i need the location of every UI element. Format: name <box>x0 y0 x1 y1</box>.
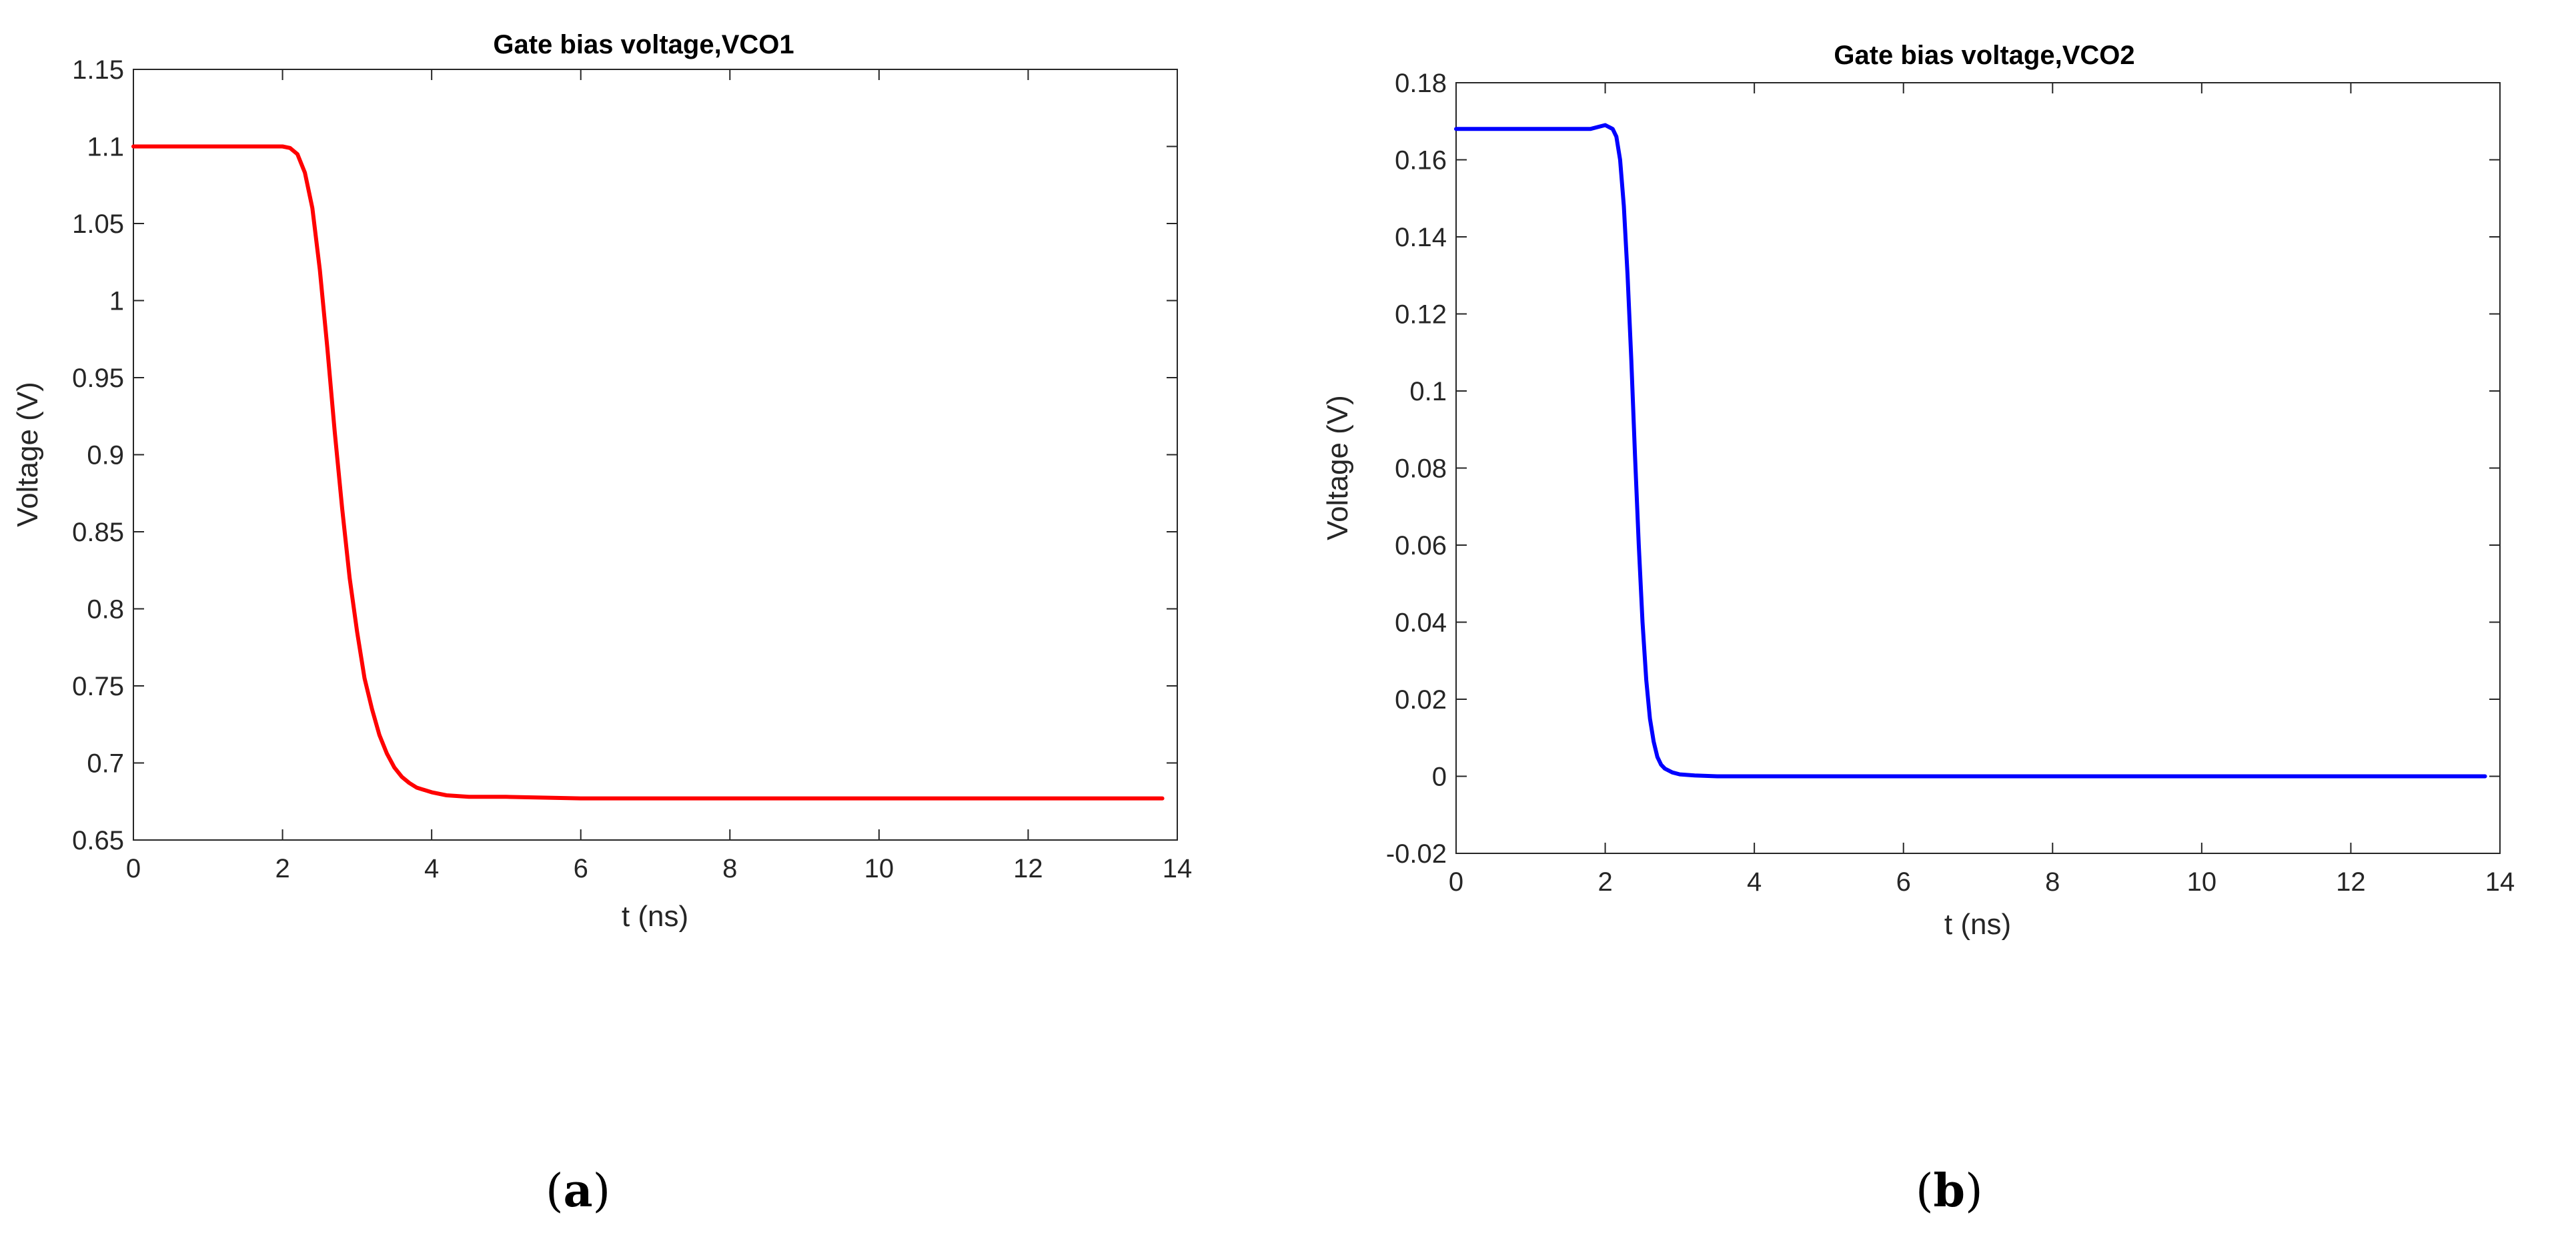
y-tick-label: 0.85 <box>72 518 124 547</box>
x-tick-label: 14 <box>1163 854 1193 883</box>
x-tick-label: 6 <box>574 854 588 883</box>
y-tick-label: 0.16 <box>1395 146 1447 175</box>
x-axis: 0 2 4 6 8 10 12 14 <box>126 69 1192 883</box>
x-tick-label: 8 <box>722 854 737 883</box>
y-tick-label: 0.14 <box>1395 223 1447 252</box>
series-line <box>1454 123 2487 779</box>
y-tick-label: 1.1 <box>87 133 124 162</box>
y-tick-label: 0.8 <box>87 595 124 625</box>
x-tick-label: 2 <box>1597 867 1612 897</box>
panel-label-letter: a <box>563 1164 593 1218</box>
x-tick-label: 0 <box>126 854 141 883</box>
y-axis: -0.02 0 0.02 0.04 0.06 0.08 0.1 0.12 0.14 0.16 0.1… <box>1386 69 2500 869</box>
y-tick-label: 0.08 <box>1395 454 1447 484</box>
x-axis: 0 2 4 6 8 10 12 14 <box>1449 83 2515 897</box>
y-tick-label: 1.15 <box>72 55 124 85</box>
series-line <box>131 144 1165 801</box>
panel-label-letter: b <box>1933 1164 1966 1218</box>
x-tick-label: 14 <box>2485 867 2515 897</box>
plot-area-frame <box>1455 82 2501 854</box>
panel-label-open-paren: ( <box>1916 1165 1934 1218</box>
y-tick-label: 0.75 <box>72 672 124 701</box>
y-axis: 0.65 0.7 0.75 0.8 0.85 0.9 0.95 1 1.05 1.1 1.15 <box>72 55 1177 855</box>
chart-title: Gate bias voltage,VCO1 <box>493 30 794 59</box>
y-tick-label: 0.02 <box>1395 685 1447 715</box>
x-tick-label: 12 <box>2336 867 2366 897</box>
chart-vco2: Gate bias voltage,VCO2 -0.0200.020.040.0… <box>1321 41 2515 941</box>
x-tick-label: 10 <box>2187 867 2217 897</box>
y-tick-label: 0.1 <box>1409 377 1447 406</box>
y-tick-label: 0.7 <box>87 749 124 779</box>
y-tick-label: 0.04 <box>1395 608 1447 638</box>
panel-label-b: (b) <box>1916 1164 1983 1218</box>
x-axis-label: t (ns) <box>622 900 688 933</box>
panel-label-open-paren: ( <box>546 1165 564 1218</box>
y-tick-label: 0.9 <box>87 441 124 470</box>
y-tick-label: 1.05 <box>72 210 124 239</box>
y-tick-label: 0.12 <box>1395 300 1447 330</box>
chart-vco1: Gate bias voltage,VCO1 0.65 0.7 0.75 0.8 0.8… <box>11 30 1192 933</box>
plot-area-frame <box>133 69 1178 841</box>
x-axis-label: t (ns) <box>1944 908 2011 941</box>
y-tick-label: 0.65 <box>72 826 124 855</box>
y-tick-label: -0.02 <box>1386 839 1447 869</box>
x-tick-label: 4 <box>1747 867 1762 897</box>
x-tick-label: 4 <box>424 854 439 883</box>
y-axis-label: Voltage (V) <box>1321 395 1354 540</box>
y-tick-label: 0.18 <box>1395 69 1447 98</box>
panel-label-close-paren: ) <box>592 1165 611 1218</box>
x-tick-label: 10 <box>864 854 894 883</box>
x-tick-label: 8 <box>2045 867 2060 897</box>
series-layer <box>131 144 1165 801</box>
x-tick-label: 12 <box>1013 854 1043 883</box>
y-axis-label: Voltage (V) <box>11 382 44 527</box>
x-tick-label: 0 <box>1449 867 1463 897</box>
series-layer <box>1454 123 2487 779</box>
chart-title: Gate bias voltage,VCO2 <box>1834 41 2134 70</box>
y-tick-label: 0.95 <box>72 364 124 393</box>
x-tick-label: 2 <box>275 854 289 883</box>
panel-label-close-paren: ) <box>1965 1165 1983 1218</box>
panel-label-a: (a) <box>546 1164 610 1218</box>
x-tick-label: 6 <box>1896 867 1911 897</box>
y-tick-label: 1 <box>109 287 124 316</box>
y-tick-label: 0 <box>1432 763 1447 792</box>
y-tick-label: 0.06 <box>1395 531 1447 560</box>
